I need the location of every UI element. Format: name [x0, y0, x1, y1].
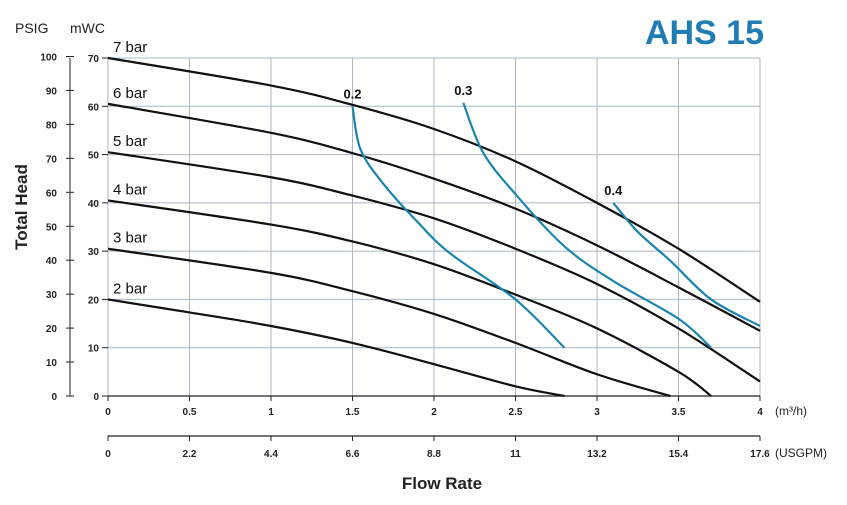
x-tick-label-usgpm: 13.2: [587, 449, 607, 460]
x-tick-label-m3h: 0.5: [183, 407, 197, 418]
x-tick-label-m3h: 4: [757, 407, 763, 418]
y-tick-label-mwc: 60: [88, 102, 100, 113]
curve-label-2-bar: 2 bar: [113, 280, 147, 297]
x-tick-label-m3h: 3.5: [672, 407, 686, 418]
x-tick-label-usgpm: 0: [105, 449, 111, 460]
x-axis-title: Flow Rate: [402, 474, 482, 493]
y-tick-label-psig: 10: [46, 358, 58, 369]
curve-2-bar: [107, 298, 565, 398]
air-curve-0.2: [351, 106, 566, 349]
y-tick-label-psig: 40: [46, 256, 58, 267]
curve-label-4-bar: 4 bar: [113, 181, 147, 198]
air-curve-0.4: [612, 202, 761, 327]
curve-label-6-bar: 6 bar: [113, 85, 147, 102]
y-unit-mwc: mWC: [70, 20, 105, 36]
x-tick-label-m3h: 2.5: [509, 407, 523, 418]
x-tick-label-usgpm: 4.4: [264, 449, 278, 460]
y-tick-label-psig: 90: [46, 86, 58, 97]
y-tick-label-mwc: 70: [88, 54, 100, 65]
y-tick-label-psig: 20: [46, 324, 58, 335]
y-unit-psig: PSIG: [15, 20, 48, 36]
y-tick-label-psig: 60: [46, 188, 58, 199]
chart-title: AHS 15: [645, 14, 764, 52]
y-axis-title: Total Head: [12, 164, 31, 250]
y-tick-label-psig: 70: [46, 154, 58, 165]
x-tick-label-usgpm: 2.2: [183, 449, 197, 460]
y-tick-label-psig: 100: [40, 53, 57, 64]
x-unit-usgpm: (USGPM): [775, 446, 827, 460]
x-tick-label-usgpm: 17.6: [750, 449, 770, 460]
y-tick-label-psig: 30: [46, 290, 58, 301]
y-tick-label-mwc: 50: [88, 151, 100, 162]
y-tick-label-psig: 50: [46, 222, 58, 233]
x-tick-label-usgpm: 15.4: [669, 449, 689, 460]
x-tick-label-usgpm: 11: [510, 449, 521, 460]
air-curve-label-0.3: 0.3: [454, 83, 472, 98]
air-curve-label-0.4: 0.4: [604, 183, 623, 198]
curve-3-bar: [107, 247, 671, 398]
x-unit-m3h: (m³/h): [775, 404, 807, 418]
x-tick-label-m3h: 0: [105, 407, 111, 418]
curve-label-3-bar: 3 bar: [113, 230, 147, 247]
x-tick-label-m3h: 1: [268, 407, 274, 418]
x-tick-label-usgpm: 6.6: [346, 449, 360, 460]
curve-4-bar: [107, 199, 712, 397]
x-tick-label-usgpm: 8.8: [427, 449, 441, 460]
y-tick-label-mwc: 0: [93, 392, 99, 403]
air-curve-0.3: [462, 102, 712, 349]
curve-label-7-bar: 7 bar: [113, 39, 147, 56]
y-tick-label-mwc: 40: [88, 199, 100, 210]
y-tick-label-psig: 80: [46, 120, 58, 131]
curve-5-bar: [107, 151, 761, 383]
curve-label-5-bar: 5 bar: [113, 133, 147, 150]
y-tick-label-mwc: 10: [88, 344, 100, 355]
air-curve-label-0.2: 0.2: [343, 86, 361, 101]
x-tick-label-m3h: 2: [431, 407, 437, 418]
y-tick-label-mwc: 20: [88, 295, 100, 306]
x-tick-label-m3h: 3: [594, 407, 600, 418]
plot-area: 0 0.5 1 1.5 2 2.5 3 3.5 470605040302010010090807…: [40, 39, 770, 460]
x-tick-label-m3h: 1.5: [346, 407, 360, 418]
curve-7-bar: [107, 56, 761, 303]
y-tick-label-mwc: 30: [88, 247, 100, 258]
y-tick-label-psig: 0: [51, 392, 57, 403]
curve-6-bar: [107, 102, 761, 332]
